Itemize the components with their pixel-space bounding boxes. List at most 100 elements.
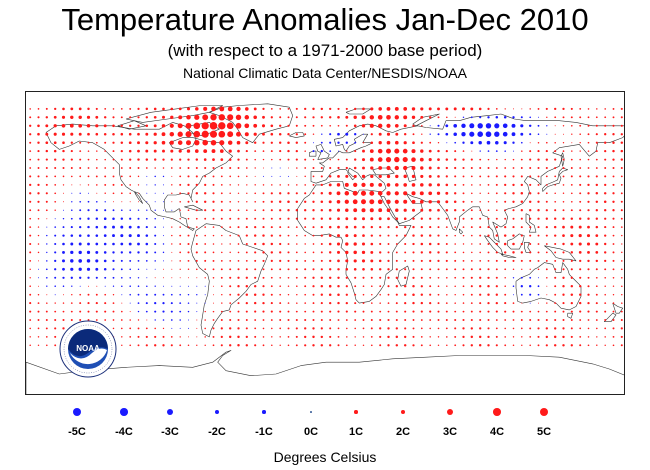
anomaly-dot — [304, 192, 307, 195]
anomaly-dot — [620, 310, 623, 313]
anomaly-dot — [537, 158, 540, 161]
anomaly-dot — [179, 310, 182, 313]
anomaly-dot — [29, 242, 32, 246]
anomaly-dot — [262, 276, 265, 279]
anomaly-dot — [154, 209, 156, 211]
anomaly-dot — [437, 234, 440, 237]
anomaly-dot — [129, 158, 132, 161]
anomaly-dot — [170, 302, 173, 305]
anomaly-dot — [587, 209, 590, 212]
anomaly-dot — [304, 268, 307, 271]
anomaly-dot — [179, 183, 182, 186]
anomaly-dot — [287, 200, 290, 204]
anomaly-dot — [203, 158, 207, 161]
anomaly-dot — [37, 251, 40, 254]
anomaly-dot — [462, 192, 465, 195]
anomaly-dot — [221, 243, 223, 245]
anomaly-dot — [37, 200, 40, 203]
anomaly-dot — [386, 140, 391, 145]
anomaly-dot — [328, 225, 332, 229]
anomaly-dot — [437, 344, 440, 347]
anomaly-dot — [279, 268, 282, 271]
anomaly-dot — [345, 166, 348, 170]
anomaly-dot — [587, 250, 590, 254]
anomaly-dot — [279, 285, 281, 287]
anomaly-dot — [70, 318, 73, 322]
anomaly-dot — [194, 114, 200, 120]
anomaly-dot — [445, 251, 448, 254]
anomaly-dot — [429, 285, 432, 288]
anomaly-dot — [554, 158, 557, 161]
anomaly-dot — [487, 217, 490, 220]
anomaly-dot — [112, 150, 115, 153]
anomaly-dot — [95, 209, 98, 212]
anomaly-dot — [579, 200, 582, 203]
anomaly-dot — [62, 310, 65, 313]
anomaly-dot — [445, 234, 448, 237]
anomaly-dot — [70, 167, 73, 169]
anomaly-dot — [95, 124, 99, 128]
anomaly-dot — [520, 259, 523, 262]
anomaly-dot — [254, 327, 257, 330]
legend-dot — [120, 408, 128, 416]
anomaly-dot — [352, 199, 358, 205]
anomaly-dot — [145, 335, 148, 338]
anomaly-dot — [204, 251, 207, 254]
anomaly-dot — [29, 150, 32, 152]
anomaly-dot — [162, 302, 165, 305]
anomaly-dot — [137, 310, 140, 313]
anomaly-dot — [370, 242, 374, 246]
anomaly-dot — [562, 217, 565, 220]
anomaly-dot — [187, 175, 190, 178]
coastlines — [26, 103, 624, 394]
anomaly-dot — [512, 277, 515, 279]
anomaly-dot — [353, 259, 357, 263]
coastline — [544, 245, 577, 262]
anomaly-dot — [361, 199, 366, 205]
anomaly-dot — [196, 327, 198, 329]
anomaly-dot — [437, 285, 440, 288]
anomaly-dot — [487, 268, 490, 271]
anomaly-dot — [604, 150, 607, 153]
anomaly-dot — [512, 141, 515, 144]
anomaly-dot — [620, 133, 623, 136]
anomaly-dot — [387, 217, 390, 221]
anomaly-dot — [70, 267, 74, 271]
anomaly-dot — [570, 167, 573, 169]
anomaly-dot — [353, 166, 357, 170]
anomaly-dot — [245, 150, 248, 153]
anomaly-dot — [171, 268, 173, 270]
anomaly-dot — [512, 310, 515, 313]
anomaly-dot — [54, 218, 56, 220]
anomaly-dot — [454, 302, 456, 304]
anomaly-dot — [328, 175, 332, 178]
anomaly-dot — [604, 116, 607, 119]
anomaly-dot — [171, 285, 173, 287]
anomaly-dot — [587, 200, 590, 203]
anomaly-dot — [244, 132, 249, 137]
anomaly-dot — [546, 125, 548, 127]
legend-label: -3C — [161, 426, 179, 438]
anomaly-dot — [129, 124, 132, 127]
anomaly-dot — [78, 132, 82, 136]
anomaly-dot — [46, 260, 48, 262]
anomaly-dot — [45, 107, 48, 110]
anomaly-dot — [402, 148, 408, 154]
anomaly-dot — [387, 226, 390, 229]
anomaly-dot — [504, 302, 507, 305]
anomaly-dot — [429, 259, 432, 262]
anomaly-dot — [387, 302, 390, 304]
anomaly-dot — [95, 276, 98, 279]
anomaly-dot — [170, 293, 173, 296]
anomaly-dot — [429, 234, 432, 237]
anomaly-dot — [120, 158, 123, 161]
anomaly-dot — [595, 310, 598, 313]
anomaly-dot — [529, 175, 532, 178]
anomaly-dot — [495, 217, 498, 220]
anomaly-dot — [454, 318, 457, 322]
anomaly-dot — [320, 166, 323, 170]
anomaly-dot — [337, 217, 340, 221]
anomaly-dot — [253, 107, 257, 111]
anomaly-dot — [279, 276, 282, 279]
anomaly-dot — [237, 302, 240, 305]
